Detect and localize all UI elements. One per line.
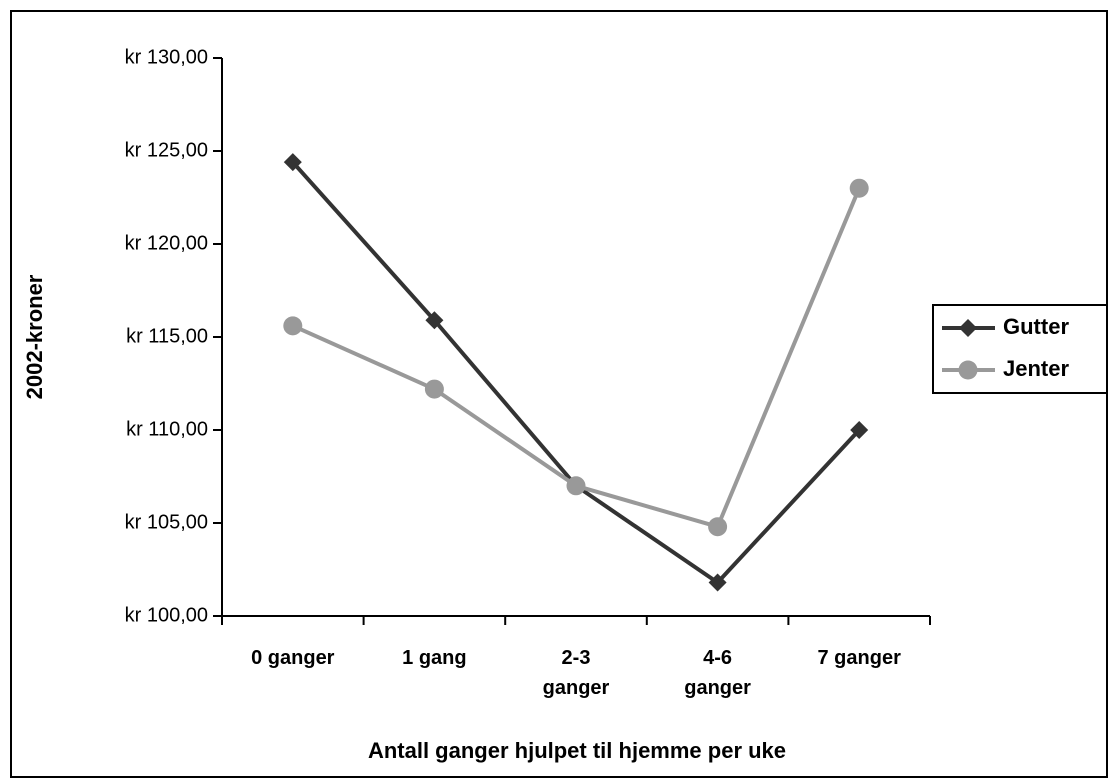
legend-box — [932, 304, 1108, 394]
data-point — [850, 421, 869, 439]
data-point — [425, 311, 444, 330]
data-point — [849, 178, 869, 198]
y-tick-label: kr 125,00 — [125, 139, 208, 161]
data-point — [283, 153, 302, 172]
x-tick-label: 2-3 ganger — [542, 647, 610, 699]
y-tick-label: kr 105,00 — [125, 511, 208, 533]
y-tick-label: kr 130,00 — [125, 46, 208, 68]
y-tick-label: kr 100,00 — [125, 604, 208, 626]
x-tick-label: 0 ganger — [251, 647, 335, 669]
data-point — [708, 573, 727, 592]
data-point — [566, 476, 586, 496]
y-axis-title: 2002-kroner — [22, 274, 47, 399]
data-point — [708, 517, 728, 537]
y-tick-label: kr 115,00 — [126, 325, 208, 347]
x-tick-label: 7 ganger — [817, 647, 901, 669]
x-axis-title: Antall ganger hjulpet til hjemme per uke — [368, 738, 786, 763]
x-tick-label: 1 gang — [402, 647, 467, 669]
x-tick-label: 4-6 ganger — [684, 647, 751, 699]
data-point — [283, 316, 303, 336]
y-tick-label: kr 110,00 — [126, 418, 208, 440]
legend-label: Gutter — [1003, 314, 1069, 339]
legend-marker — [958, 360, 978, 380]
data-point — [424, 379, 444, 399]
chart-border — [10, 10, 1108, 778]
y-tick-label: kr 120,00 — [125, 232, 208, 254]
legend-label: Jenter — [1003, 356, 1069, 381]
legend-marker — [959, 319, 977, 337]
